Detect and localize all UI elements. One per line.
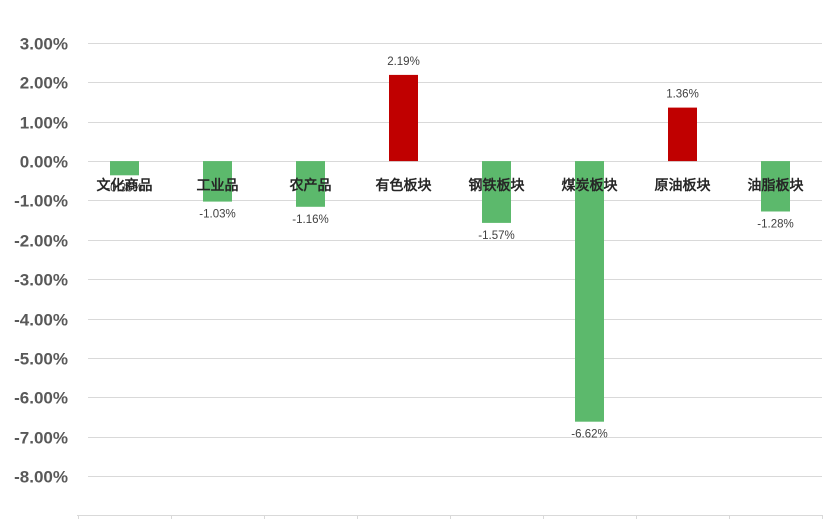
category-label: 文化商品	[97, 177, 153, 194]
category-labels: 文化商品 工业品 农产品 有色板块 钢铁板块 煤炭板块 原油板块 油脂板块	[97, 177, 805, 194]
category-label: 农产品	[289, 177, 332, 194]
y-tick-label: 2.00%	[20, 74, 68, 93]
y-tick-label: -4.00%	[14, 311, 68, 330]
category-label: 煤炭板块	[562, 177, 619, 194]
y-tick-label: 3.00%	[20, 35, 68, 54]
data-label: -0.36%	[106, 182, 142, 194]
data-label: -1.28%	[757, 219, 793, 231]
bar-4	[389, 74, 418, 162]
bar-5	[482, 161, 511, 223]
category-label: 工业品	[197, 178, 239, 194]
bar-2	[203, 161, 232, 202]
y-tick-label: -6.00%	[14, 389, 68, 408]
y-tick-label: -7.00%	[14, 429, 68, 448]
data-label: -1.03%	[199, 209, 235, 221]
data-label: 2.19%	[387, 56, 420, 68]
bar-7	[668, 107, 697, 162]
bar-3	[296, 161, 325, 207]
bar-1	[110, 161, 139, 176]
y-tick-label: -1.00%	[14, 192, 68, 211]
data-labels: -0.36% -1.03% -1.16% 2.19% -1.57% -6.62% 1.36%…	[106, 56, 793, 441]
bars	[110, 74, 790, 422]
y-axis: 3.00% 2.00% 1.00% 0.00% -1.00% -2.00% -3.00% -4…	[14, 35, 68, 487]
category-label: 原油板块	[655, 177, 712, 194]
category-label: 钢铁板块	[469, 177, 526, 194]
y-tick-label: -2.00%	[14, 232, 68, 251]
data-label: -1.57%	[478, 230, 514, 242]
y-tick-label: -8.00%	[14, 468, 68, 487]
y-tick-label: 0.00%	[20, 153, 68, 172]
data-label: 1.36%	[666, 89, 699, 101]
bar-6	[575, 161, 604, 422]
data-label: -1.16%	[292, 214, 328, 226]
category-label: 有色板块	[376, 177, 433, 194]
y-tick-label: 1.00%	[20, 114, 68, 133]
data-label: -6.62%	[571, 429, 607, 441]
category-label: 油脂板块	[748, 177, 805, 194]
y-tick-label: -3.00%	[14, 271, 68, 290]
bar-8	[761, 161, 790, 212]
y-tick-label: -5.00%	[14, 350, 68, 369]
gridlines	[77, 43, 823, 519]
